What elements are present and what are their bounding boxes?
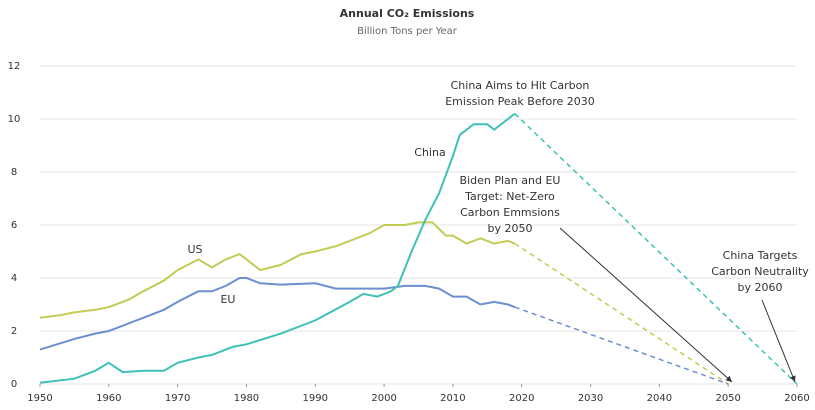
annotation: Emission Peak Before 2030 xyxy=(445,95,595,108)
chart-subtitle: Billion Tons per Year xyxy=(357,26,458,37)
annotation: China Targets xyxy=(723,249,798,262)
x-tick-label: 1980 xyxy=(234,393,259,404)
annotation: Carbon Neutrality xyxy=(711,265,809,278)
projection-line xyxy=(514,113,798,385)
x-tick-label: 1960 xyxy=(96,393,121,404)
x-tick-label: 1970 xyxy=(165,393,190,404)
series-label: EU xyxy=(220,293,235,306)
y-tick-label: 0 xyxy=(11,379,17,390)
annotation: Biden Plan and EU xyxy=(460,174,561,187)
x-tick-label: 2020 xyxy=(509,393,534,404)
annotation: by 2060 xyxy=(738,281,783,294)
x-tick-label: 2030 xyxy=(578,393,603,404)
y-tick-label: 4 xyxy=(11,273,17,284)
y-tick-label: 6 xyxy=(11,220,17,231)
y-tick-label: 10 xyxy=(8,114,21,125)
annotation-arrow xyxy=(559,227,733,383)
series-line xyxy=(39,277,516,351)
annotation-arrow xyxy=(761,299,796,383)
annotation: by 2050 xyxy=(488,222,533,235)
chart-title: Annual CO₂ Emissions xyxy=(340,7,475,20)
x-tick-label: 2060 xyxy=(784,393,809,404)
series-label: US xyxy=(187,243,202,256)
annotation: China Aims to Hit Carbon xyxy=(451,79,590,92)
series-line xyxy=(39,112,516,384)
y-tick-label: 12 xyxy=(8,61,21,72)
projection-line xyxy=(514,242,729,385)
x-tick-label: 2000 xyxy=(371,393,396,404)
y-tick-label: 2 xyxy=(11,326,17,337)
x-tick-label: 2050 xyxy=(715,393,740,404)
x-tick-label: 2040 xyxy=(647,393,672,404)
y-tick-label: 8 xyxy=(11,167,17,178)
series-line xyxy=(39,221,516,319)
x-tick-label: 2010 xyxy=(440,393,465,404)
annotation: Carbon Emmsions xyxy=(460,206,560,219)
annotation: Target: Net-Zero xyxy=(464,190,555,203)
x-tick-label: 1990 xyxy=(303,393,328,404)
projection-line xyxy=(514,306,729,385)
x-tick-label: 1950 xyxy=(27,393,52,404)
series-label: China xyxy=(414,146,445,159)
